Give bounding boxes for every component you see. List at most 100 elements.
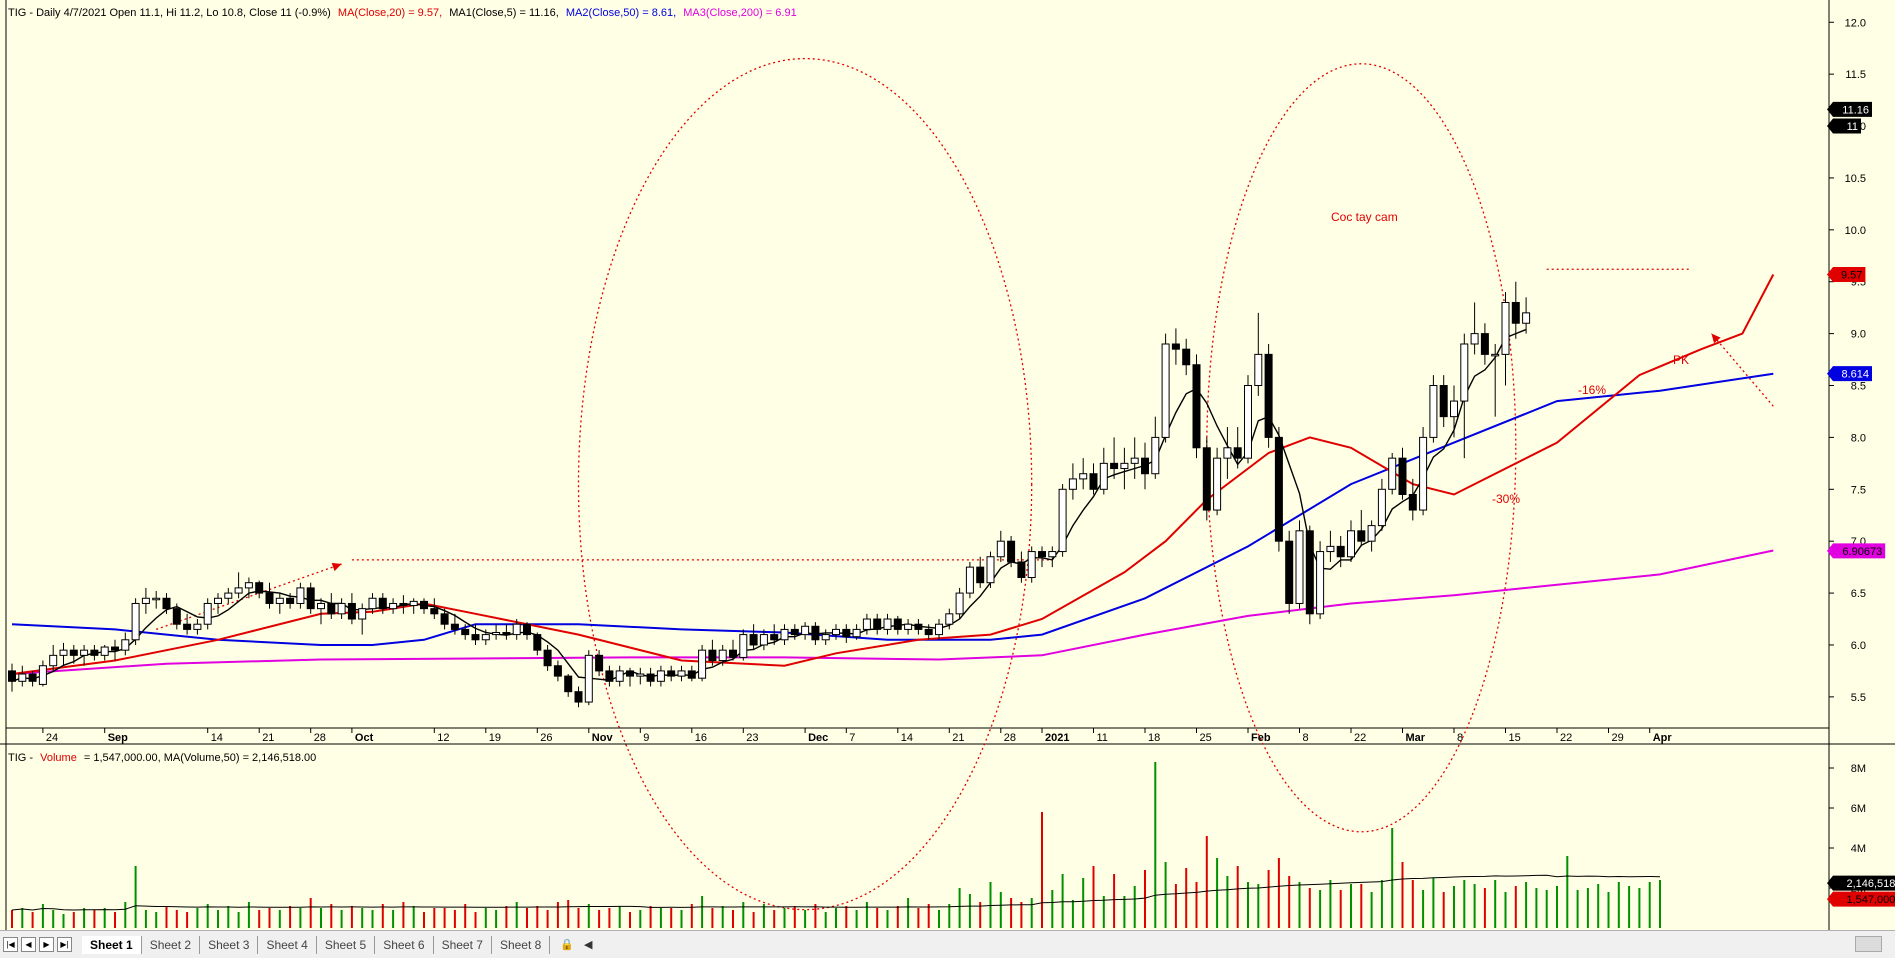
- candle-body-63: [656, 670, 665, 682]
- volume-value-label-text-0: 2,146,518: [1846, 878, 1895, 890]
- date-tick-label-2: 14: [211, 732, 223, 744]
- candle-body-12: [131, 602, 140, 641]
- volume-header-rest: = 1,547,000.00, MA(Volume,50) = 2,146,51…: [84, 752, 316, 764]
- candle-body-10: [111, 646, 119, 651]
- candle-body-38: [399, 602, 408, 607]
- sheet-tab-8[interactable]: Sheet 8: [492, 935, 551, 954]
- candle-body-66: [687, 670, 696, 679]
- candle-body-75: [780, 628, 789, 641]
- candle-body-24: [255, 582, 264, 594]
- candle-body-138: [1429, 385, 1438, 438]
- candle-body-84: [873, 618, 882, 630]
- candle-body-129: [1336, 545, 1345, 558]
- date-tick-label-28: 22: [1560, 732, 1572, 744]
- candle-body-40: [420, 600, 428, 610]
- candle-body-101: [1048, 551, 1057, 558]
- date-tick-label-26: 8: [1457, 732, 1463, 744]
- candle-body-48: [502, 632, 511, 636]
- sheet-tab-4[interactable]: Sheet 4: [258, 935, 317, 954]
- candle-body-23: [244, 582, 253, 589]
- price-value-label-text-1: 11: [1847, 121, 1858, 133]
- prev-sheet-button[interactable]: ◀: [21, 937, 36, 952]
- sheet-tab-5[interactable]: Sheet 5: [317, 935, 376, 954]
- candle-body-44: [461, 628, 470, 636]
- next-sheet-button[interactable]: ▶: [39, 937, 54, 952]
- candle-body-64: [667, 670, 676, 677]
- lock-icon[interactable]: 🔒: [560, 939, 575, 951]
- ma200-line: [11, 549, 1774, 675]
- volume-tick-label-3: 8M: [1851, 763, 1866, 775]
- candle-body-108: [1120, 462, 1129, 470]
- candle-body-104: [1079, 473, 1088, 480]
- candle-body-144: [1491, 353, 1500, 357]
- date-tick-label-15: 14: [901, 732, 913, 744]
- volume-value-label-box-1: [1827, 891, 1895, 907]
- date-tick-label-23: 8: [1303, 732, 1309, 744]
- candle-body-78: [811, 625, 820, 641]
- price-value-label-box-3: [1827, 366, 1872, 382]
- candle-body-145: [1501, 301, 1510, 355]
- candle-body-118: [1223, 447, 1232, 459]
- scroll-left-icon[interactable]: ◀: [584, 939, 593, 951]
- candle-body-102: [1058, 488, 1067, 553]
- candle-body-61: [636, 673, 645, 677]
- first-sheet-button[interactable]: |◀: [3, 937, 18, 952]
- price-header-text: TIG - Daily 4/7/2021 Open 11.1, Hi 11.2,…: [8, 7, 331, 19]
- date-tick-label-19: 11: [1097, 732, 1108, 744]
- candle-body-77: [801, 625, 810, 636]
- price-tick-label-12: 11.5: [1845, 69, 1866, 81]
- candle-body-113: [1171, 343, 1180, 350]
- price-value-label-text-2: 9.57: [1841, 269, 1862, 281]
- candle-body-90: [935, 623, 943, 636]
- candle-body-70: [729, 649, 737, 658]
- candle-body-28: [296, 587, 305, 604]
- candle-body-74: [770, 634, 779, 641]
- sheet-tab-7[interactable]: Sheet 7: [434, 935, 492, 954]
- candle-body-95: [986, 556, 995, 584]
- candle-body-2: [28, 673, 37, 682]
- candle-body-91: [945, 613, 954, 625]
- pct30-annotation: -30%: [1492, 492, 1520, 506]
- candle-body-13: [141, 597, 150, 604]
- candle-body-147: [1522, 312, 1531, 324]
- candle-body-140: [1450, 400, 1458, 418]
- candle-body-43: [450, 623, 459, 630]
- candle-body-136: [1408, 493, 1417, 511]
- candle-body-131: [1357, 530, 1366, 542]
- candle-body-110: [1141, 457, 1149, 475]
- candle-body-88: [914, 623, 923, 630]
- candle-body-22: [234, 587, 243, 594]
- candle-body-83: [862, 618, 871, 630]
- candle-body-92: [955, 592, 964, 615]
- candle-body-41: [430, 608, 439, 615]
- candle-body-85: [883, 618, 892, 630]
- date-tick-label-0: 24: [46, 732, 58, 744]
- volume-header-prefix: TIG -: [8, 752, 33, 764]
- price-value-label-text-4: 6.90673: [1842, 546, 1882, 558]
- volume-value-label-box-0: [1827, 875, 1895, 891]
- horizontal-scrollbar[interactable]: [1855, 936, 1882, 952]
- last-sheet-button[interactable]: ▶|: [57, 937, 72, 952]
- ma2-header: MA2(Close,50) = 8.61,: [566, 7, 676, 19]
- candle-body-54: [564, 675, 573, 693]
- volume-bars: [11, 762, 1661, 928]
- sheet-tab-2[interactable]: Sheet 2: [142, 935, 201, 954]
- candle-body-39: [409, 600, 418, 607]
- sheet-tab-1[interactable]: Sheet 1: [82, 935, 142, 954]
- candle-body-115: [1192, 364, 1201, 449]
- candle-body-71: [739, 634, 748, 658]
- ma20-header: MA(Close,20) = 9.57,: [338, 7, 442, 19]
- candle-body-126: [1305, 530, 1314, 615]
- candle-body-82: [852, 628, 861, 638]
- candle-body-60: [626, 670, 634, 677]
- volume-tick-label-2: 6M: [1851, 803, 1866, 815]
- candle-body-139: [1439, 385, 1448, 418]
- candle-body-96: [996, 540, 1005, 558]
- price-value-label-box-0: [1827, 101, 1872, 117]
- candle-body-62: [646, 673, 655, 682]
- date-tick-label-18: 2021: [1045, 732, 1069, 744]
- sheet-tab-6[interactable]: Sheet 6: [375, 935, 434, 954]
- candle-body-132: [1367, 525, 1376, 542]
- sheet-tab-3[interactable]: Sheet 3: [200, 935, 259, 954]
- price-tick-label-1: 6.0: [1851, 640, 1866, 652]
